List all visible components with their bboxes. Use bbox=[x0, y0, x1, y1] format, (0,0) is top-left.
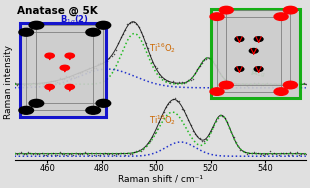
Circle shape bbox=[60, 65, 69, 70]
Circle shape bbox=[283, 81, 297, 89]
Circle shape bbox=[29, 99, 44, 107]
Circle shape bbox=[19, 28, 33, 36]
Circle shape bbox=[235, 37, 244, 42]
Circle shape bbox=[45, 53, 54, 58]
Circle shape bbox=[65, 84, 74, 89]
Circle shape bbox=[283, 6, 297, 14]
Circle shape bbox=[254, 37, 263, 42]
Circle shape bbox=[45, 84, 54, 89]
Circle shape bbox=[210, 13, 224, 20]
Circle shape bbox=[65, 53, 74, 58]
Circle shape bbox=[19, 106, 33, 114]
X-axis label: Raman shift / cm⁻¹: Raman shift / cm⁻¹ bbox=[118, 175, 203, 184]
FancyBboxPatch shape bbox=[211, 9, 300, 98]
Circle shape bbox=[235, 67, 244, 71]
Circle shape bbox=[86, 106, 100, 114]
Y-axis label: Raman intensity: Raman intensity bbox=[4, 45, 13, 119]
Circle shape bbox=[96, 99, 111, 107]
Circle shape bbox=[86, 28, 100, 36]
FancyBboxPatch shape bbox=[20, 23, 106, 117]
Text: Anatase @ 5K: Anatase @ 5K bbox=[17, 6, 98, 16]
Circle shape bbox=[219, 81, 233, 89]
Circle shape bbox=[249, 49, 258, 53]
Circle shape bbox=[29, 21, 44, 29]
Circle shape bbox=[274, 13, 288, 20]
Text: Ti$^{16}$O$_2$: Ti$^{16}$O$_2$ bbox=[148, 41, 176, 55]
Text: Ti$^{18}$O$_2$: Ti$^{18}$O$_2$ bbox=[148, 113, 176, 127]
Circle shape bbox=[274, 88, 288, 95]
Circle shape bbox=[210, 88, 224, 95]
Text: A$_{1g}$: A$_{1g}$ bbox=[250, 67, 266, 80]
Circle shape bbox=[96, 21, 111, 29]
Text: B$_{1g}$(2): B$_{1g}$(2) bbox=[60, 14, 89, 27]
Circle shape bbox=[254, 67, 263, 71]
Circle shape bbox=[219, 6, 233, 14]
